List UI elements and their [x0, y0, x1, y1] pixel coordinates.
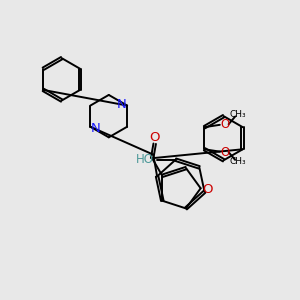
Text: CH₃: CH₃ — [230, 110, 246, 119]
Text: O: O — [202, 183, 212, 196]
Text: O: O — [220, 146, 229, 159]
Text: N: N — [117, 98, 127, 111]
Text: CH₃: CH₃ — [230, 157, 246, 166]
Text: O: O — [149, 131, 160, 144]
Text: HO: HO — [136, 153, 154, 166]
Text: O: O — [220, 118, 229, 131]
Text: N: N — [91, 122, 100, 135]
